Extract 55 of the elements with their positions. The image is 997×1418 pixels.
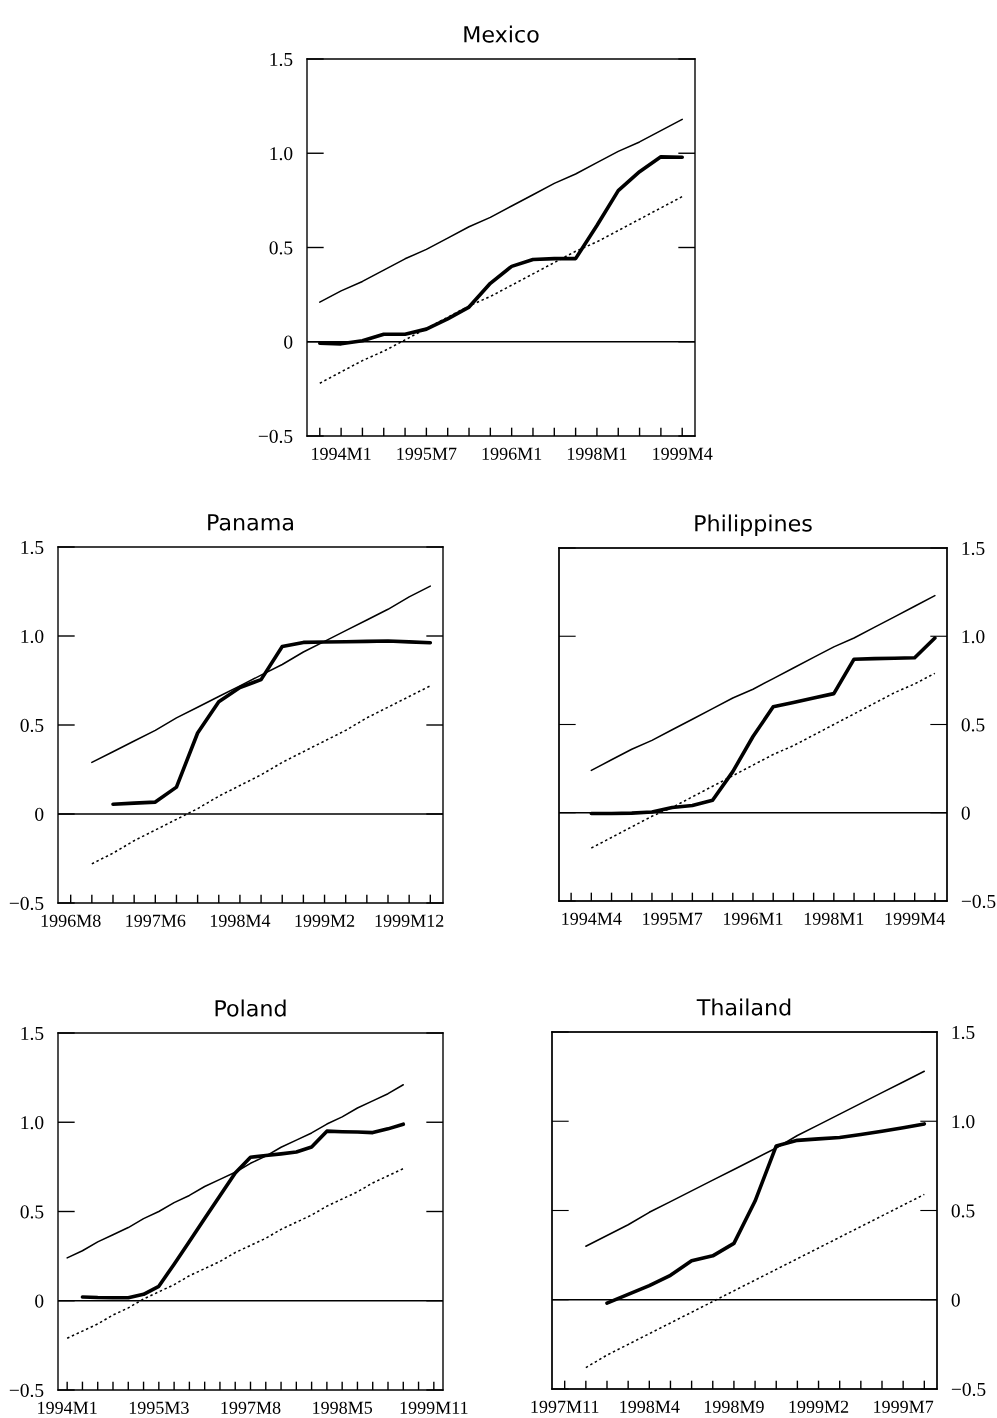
x-tick-label: 1999M2 [789, 1400, 849, 1413]
x-tick-label: 1999M4 [885, 912, 945, 925]
y2-tick-label: 0 [951, 1293, 960, 1307]
y-tick-label: 0.5 [20, 1205, 44, 1219]
x-tick-label: 1999M11 [400, 1401, 468, 1414]
x-tick-label: 1999M12 [375, 914, 444, 927]
x-tick-label: 1997M8 [221, 1401, 281, 1414]
y-tick-label: 1.0 [21, 629, 44, 644]
x-tick-label: 1996M8 [41, 914, 101, 927]
y2-tick-label: 1.5 [952, 1025, 975, 1040]
y-tick-label: 0.5 [269, 241, 293, 255]
x-tick-label: 1995M7 [643, 912, 703, 925]
y-tick-label: 1.0 [270, 147, 293, 161]
chart-title: Mexico [464, 25, 539, 43]
y-tick-label: 0 [35, 807, 44, 821]
x-tick-label: 1994M1 [312, 447, 371, 460]
chart-title: Philippines [695, 514, 812, 536]
x-tick-label: 1998M4 [210, 914, 271, 927]
y2-tick-label: 0.5 [961, 718, 985, 732]
x-tick-label: 1998M4 [620, 1400, 680, 1413]
y2-tick-label: 1.0 [962, 630, 985, 644]
chart-title: Poland [215, 999, 286, 1017]
x-tick-label: 1996M1 [723, 912, 783, 925]
x-tick-label: 1994M4 [562, 912, 622, 925]
chart-title: Panama [208, 514, 293, 531]
y-tick-label: 1.5 [270, 52, 293, 67]
x-tick-label: 1998M1 [567, 447, 627, 460]
x-tick-label: 1999M7 [874, 1400, 934, 1413]
y-tick-label: 1.5 [21, 540, 44, 555]
y-tick-label: 0.5 [20, 718, 44, 733]
y-tick-label: −0.5 [9, 896, 44, 911]
x-tick-label: 1997M11 [531, 1400, 599, 1413]
y2-tick-label: 1.0 [952, 1115, 975, 1129]
y2-tick-label: 1.5 [962, 541, 985, 556]
x-tick-label: 1998M5 [313, 1401, 373, 1414]
x-tick-label: 1999M2 [295, 914, 355, 927]
y2-tick-label: 0 [961, 806, 970, 820]
y-tick-label: 0 [35, 1294, 44, 1308]
x-tick-label: 1997M6 [126, 914, 186, 927]
chart-title: Thailand [696, 998, 791, 1016]
x-tick-label: 1995M7 [397, 447, 457, 460]
y2-tick-label: 0.5 [951, 1204, 975, 1218]
y-tick-label: −0.5 [258, 429, 293, 444]
y-tick-label: 1.0 [21, 1116, 44, 1130]
y2-tick-label: −0.5 [961, 894, 996, 909]
x-tick-label: 1999M4 [653, 447, 713, 460]
y-tick-label: 0 [284, 335, 293, 349]
x-tick-label: 1998M1 [804, 912, 864, 925]
x-tick-label: 1996M1 [482, 447, 542, 460]
y-tick-label: −0.5 [9, 1383, 44, 1398]
x-tick-label: 1994M1 [38, 1401, 97, 1414]
y2-tick-label: −0.5 [951, 1382, 986, 1397]
x-tick-label: 1995M3 [129, 1401, 189, 1414]
y-tick-label: 1.5 [21, 1026, 44, 1041]
x-tick-label: 1998M9 [704, 1400, 764, 1413]
